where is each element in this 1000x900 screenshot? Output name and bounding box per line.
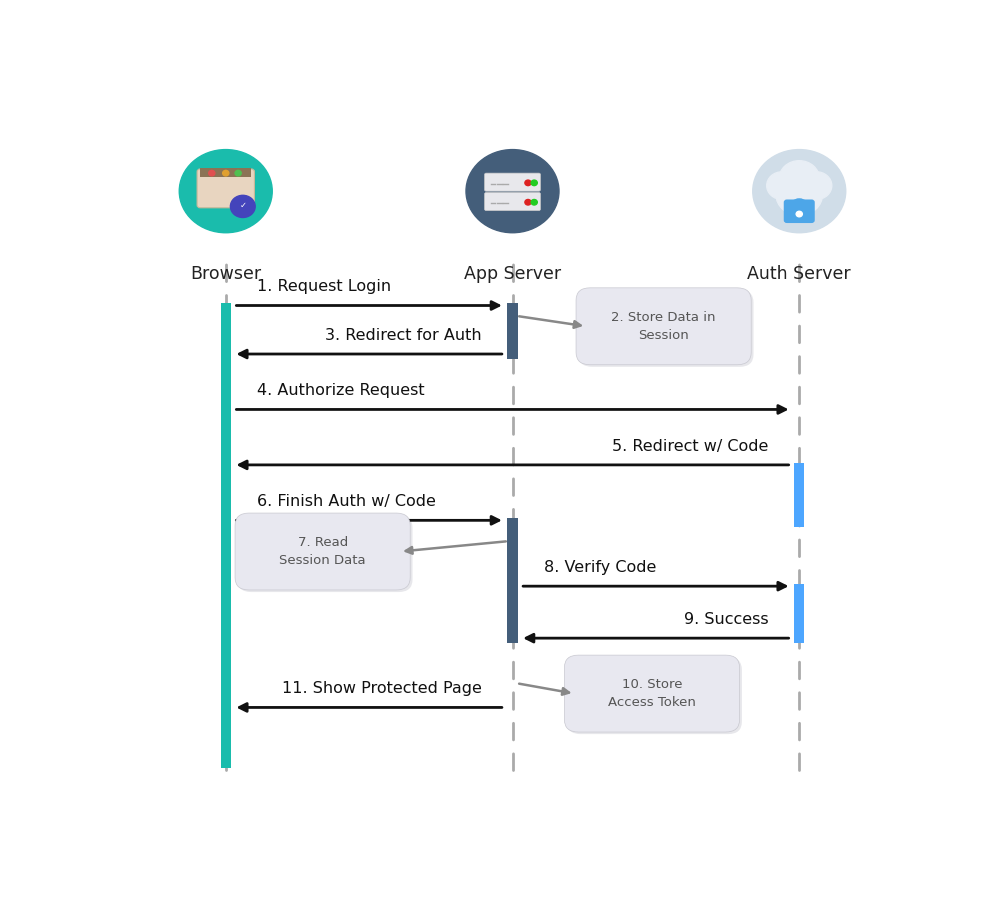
FancyBboxPatch shape bbox=[197, 169, 254, 208]
Text: 10. Store
Access Token: 10. Store Access Token bbox=[608, 678, 696, 709]
FancyBboxPatch shape bbox=[784, 200, 815, 223]
Circle shape bbox=[753, 149, 846, 233]
Text: 6. Finish Auth w/ Code: 6. Finish Auth w/ Code bbox=[257, 494, 436, 509]
Circle shape bbox=[525, 180, 531, 185]
FancyBboxPatch shape bbox=[221, 303, 231, 768]
FancyBboxPatch shape bbox=[485, 173, 540, 191]
Text: 8. Verify Code: 8. Verify Code bbox=[544, 560, 656, 575]
FancyBboxPatch shape bbox=[235, 513, 410, 590]
Circle shape bbox=[779, 161, 819, 197]
FancyBboxPatch shape bbox=[237, 515, 413, 592]
FancyBboxPatch shape bbox=[576, 288, 751, 364]
FancyBboxPatch shape bbox=[564, 655, 740, 732]
Circle shape bbox=[235, 170, 241, 176]
FancyBboxPatch shape bbox=[567, 657, 742, 734]
Circle shape bbox=[179, 149, 272, 233]
FancyBboxPatch shape bbox=[794, 463, 804, 527]
Text: 1. Request Login: 1. Request Login bbox=[257, 279, 391, 294]
Text: ✓: ✓ bbox=[239, 202, 246, 211]
Text: Auth Server: Auth Server bbox=[747, 266, 851, 284]
FancyBboxPatch shape bbox=[794, 584, 804, 643]
FancyBboxPatch shape bbox=[200, 167, 251, 177]
Text: 4. Authorize Request: 4. Authorize Request bbox=[257, 383, 424, 399]
Text: App Server: App Server bbox=[464, 266, 561, 284]
Circle shape bbox=[525, 200, 531, 205]
Circle shape bbox=[767, 172, 798, 200]
Text: 11. Show Protected Page: 11. Show Protected Page bbox=[282, 681, 482, 697]
Text: 3. Redirect for Auth: 3. Redirect for Auth bbox=[325, 328, 482, 343]
Circle shape bbox=[531, 200, 537, 205]
Text: 7. Read
Session Data: 7. Read Session Data bbox=[279, 536, 366, 567]
Text: 9. Success: 9. Success bbox=[684, 612, 768, 627]
Text: 2. Store Data in
Session: 2. Store Data in Session bbox=[611, 310, 716, 342]
Circle shape bbox=[223, 170, 229, 176]
Circle shape bbox=[776, 174, 822, 215]
Text: Browser: Browser bbox=[190, 266, 261, 284]
Circle shape bbox=[796, 212, 802, 217]
Circle shape bbox=[466, 149, 559, 233]
FancyBboxPatch shape bbox=[507, 518, 518, 643]
FancyBboxPatch shape bbox=[485, 193, 540, 211]
Circle shape bbox=[531, 180, 537, 185]
Circle shape bbox=[230, 195, 255, 218]
FancyBboxPatch shape bbox=[507, 303, 518, 359]
Circle shape bbox=[209, 170, 215, 176]
FancyBboxPatch shape bbox=[578, 290, 754, 367]
Circle shape bbox=[801, 172, 832, 200]
Text: 5. Redirect w/ Code: 5. Redirect w/ Code bbox=[612, 439, 768, 454]
